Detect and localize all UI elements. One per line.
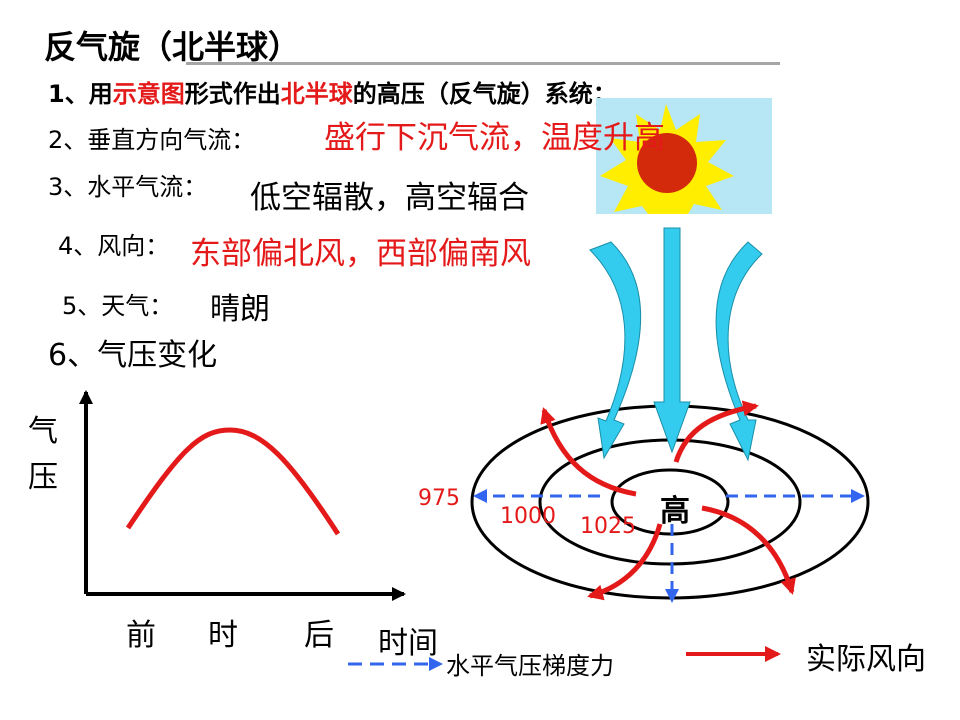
wind-arrow-northeast bbox=[673, 400, 759, 463]
pressure-curve bbox=[125, 427, 341, 536]
line1-highlight-diagram: 示意图 bbox=[112, 80, 185, 108]
line-5-answer: 晴朗 bbox=[210, 292, 270, 327]
wind-arrow-northwest bbox=[540, 407, 637, 497]
page-title: 反气旋（北半球） bbox=[44, 28, 301, 66]
graph-x-tick-during: 时 bbox=[208, 618, 238, 653]
line-5-label: 5、天气： bbox=[62, 292, 174, 320]
isobar-label-1025: 1025 bbox=[580, 514, 636, 539]
descending-arrow-right bbox=[715, 241, 763, 462]
graph-x-tick-after: 后 bbox=[304, 618, 334, 653]
task-line-1: 1、用示意图形式作出北半球的高压（反气旋）系统； bbox=[48, 74, 617, 109]
graph-x-tick-before: 前 bbox=[126, 618, 156, 653]
title-underline bbox=[186, 62, 780, 65]
sun-core bbox=[637, 133, 697, 193]
descending-arrow-left bbox=[589, 241, 642, 460]
line-4-answer: 东部偏北风，西部偏南风 bbox=[190, 236, 531, 272]
isobar-label-1000: 1000 bbox=[500, 504, 556, 529]
graph-y-label-top: 气 bbox=[28, 414, 58, 449]
line-2-answer: 盛行下沉气流，温度升高 bbox=[324, 120, 665, 156]
line1-highlight-hemisphere: 北半球 bbox=[280, 80, 353, 108]
line1-prefix: 1、用 bbox=[48, 80, 113, 108]
line-3-answer: 低空辐散，高空辐合 bbox=[250, 180, 529, 216]
legend-wind-label: 实际风向 bbox=[806, 642, 926, 677]
descending-arrow-center bbox=[653, 227, 691, 454]
line-3-label: 3、水平气流： bbox=[48, 173, 208, 201]
wind-arrow-southeast bbox=[701, 505, 796, 595]
isobar-inner bbox=[610, 468, 730, 536]
line-4-label: 4、风向： bbox=[58, 232, 170, 260]
wind-arrow-southwest bbox=[587, 523, 663, 601]
graph-x-label: 时间 bbox=[378, 626, 438, 661]
line1-suffix: 的高压（反气旋）系统； bbox=[352, 80, 617, 108]
isobar-label-975: 975 bbox=[418, 486, 460, 511]
line-6-label: 6、气压变化 bbox=[48, 338, 218, 373]
high-pressure-center-label: 高 bbox=[660, 494, 690, 529]
line-2-label: 2、垂直方向气流： bbox=[48, 126, 256, 154]
line1-middle: 形式作出 bbox=[184, 80, 281, 108]
graph-y-label-bottom: 压 bbox=[28, 460, 58, 495]
legend-gradient-label: 水平气压梯度力 bbox=[446, 652, 614, 680]
